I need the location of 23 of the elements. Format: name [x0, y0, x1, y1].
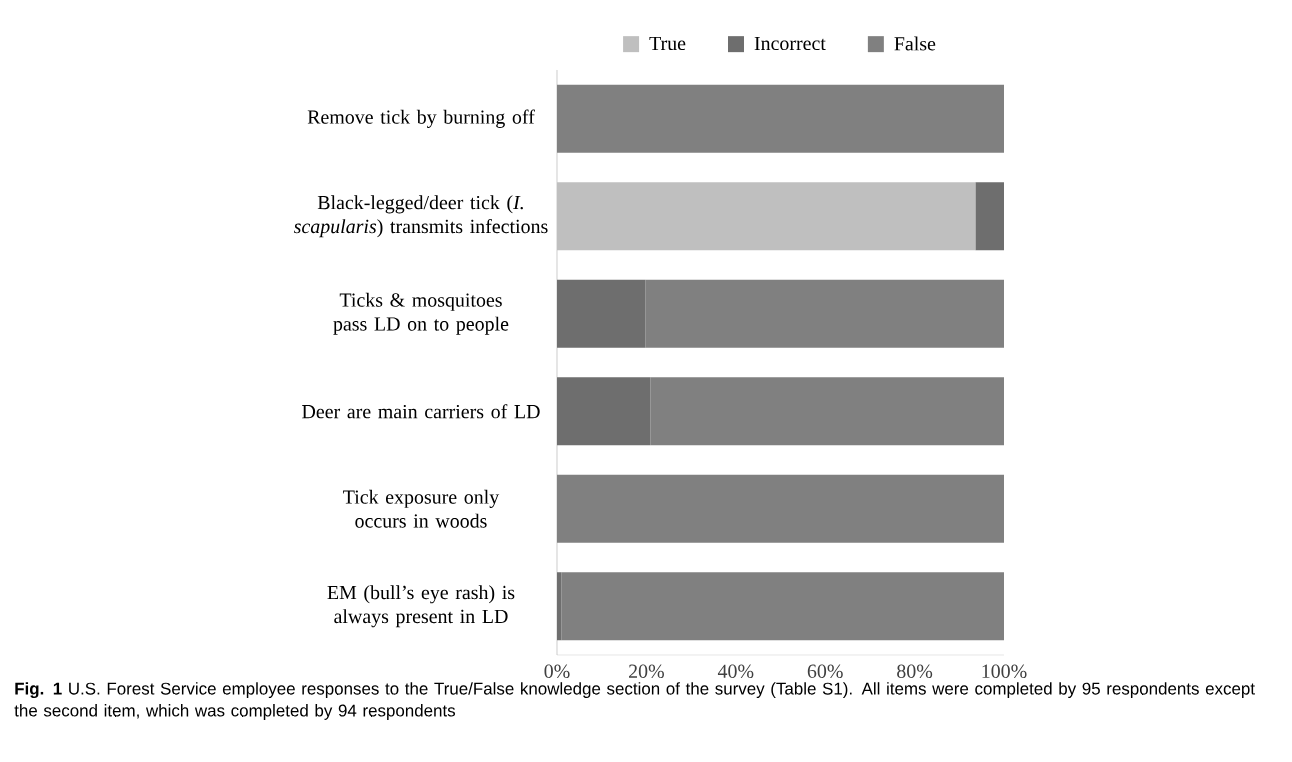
- bar: [975, 182, 1004, 251]
- y-tick-label: Deer are main carriers of LD: [302, 404, 540, 419]
- bar: [556, 377, 651, 446]
- x-tick-label: 80%: [897, 664, 933, 679]
- x-tick-label: 60%: [807, 664, 843, 679]
- category-label: Black-legged/deer tick (I. scapularis) transmits infections: [293, 195, 548, 238]
- y-tick-label: Ticks & mosquitoes pass LD on to people: [333, 292, 509, 335]
- bar: [556, 182, 976, 251]
- y-tick-label: Remove tick by burning off: [307, 109, 535, 128]
- y-tick-label: Tick exposure only occurs in woods: [343, 489, 500, 528]
- x-tick-label: 40%: [717, 664, 754, 679]
- bar: [561, 572, 1004, 641]
- bar: [650, 377, 1004, 446]
- y-tick-label: EM (bull’s eye rash) is always present in LD: [327, 585, 515, 628]
- legend-label: False: [894, 36, 936, 51]
- legend-label: Incorrect: [754, 36, 826, 51]
- legend-label: True: [649, 36, 686, 51]
- x-tick-label: 0%: [544, 664, 570, 679]
- x-tick-label: 20%: [629, 664, 664, 679]
- text: Fig. 1 U.S. Forest Service employee responses to the True/False knowledge section of the survey (Table S1). All items were completed by 95 respondents except the second item, which was completed by 94 respondents: [14, 682, 1255, 720]
- x-tick-label: 100%: [982, 664, 1027, 679]
- bar: [645, 279, 1004, 348]
- bar: [556, 279, 646, 348]
